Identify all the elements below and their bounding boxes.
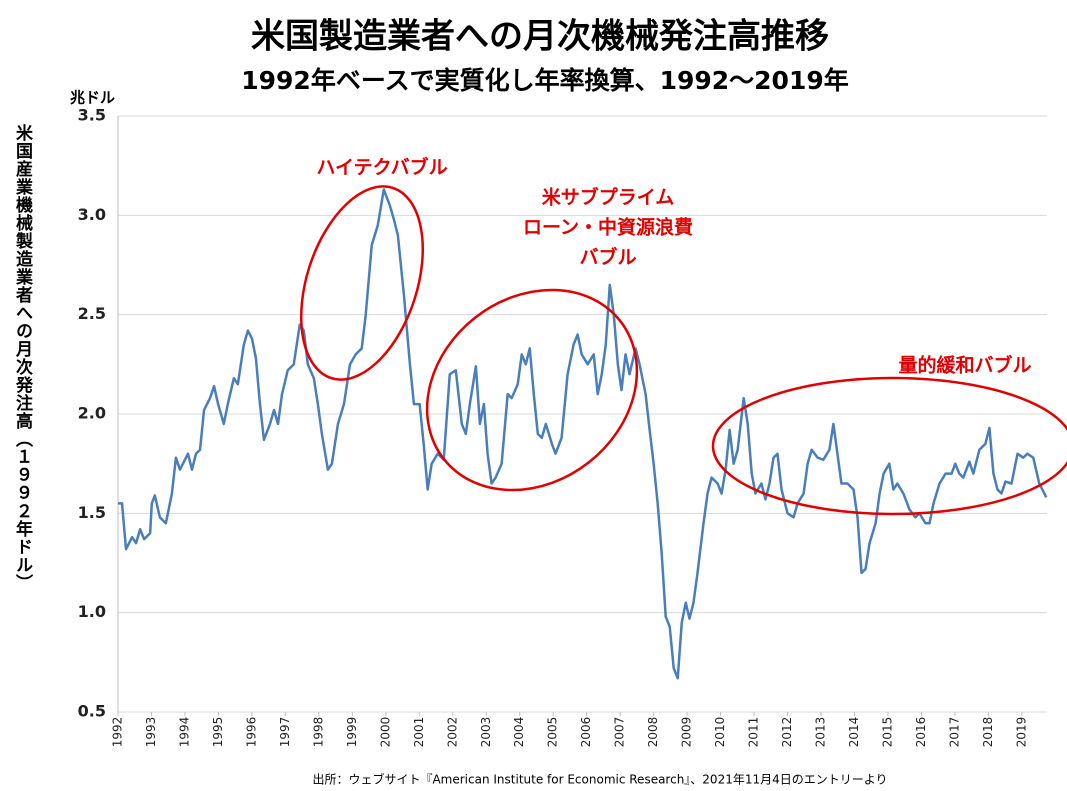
plot-area: 0.5 1.0 1.5 2.0 2.5 3.0 3.5 1992 1993 1994 1995 199… xyxy=(78,106,1048,748)
y-tick-label: 1.5 xyxy=(78,503,106,522)
data-line xyxy=(118,188,1048,680)
x-tick-label: 1999 xyxy=(345,717,359,748)
highlight-ellipse xyxy=(711,376,1067,516)
x-tick-label: 2016 xyxy=(914,717,928,748)
x-tick-label: 2003 xyxy=(479,717,493,748)
y-tick-label: 2.0 xyxy=(78,404,106,423)
y-unit: 兆ドル xyxy=(70,89,115,107)
x-tick-label: 2013 xyxy=(814,717,828,748)
x-tick-label: 1992 xyxy=(111,717,125,748)
y-tick-label: 3.5 xyxy=(78,106,106,125)
x-tick-label: 2018 xyxy=(981,717,995,748)
x-tick-label: 2010 xyxy=(713,717,727,748)
x-tick-label: 2004 xyxy=(512,717,526,748)
x-tick-label: 1995 xyxy=(211,717,225,748)
y-tick-label: 1.0 xyxy=(78,602,106,621)
x-tick-label: 1997 xyxy=(278,717,292,748)
x-tick-label: 2019 xyxy=(1014,717,1028,748)
x-tick-label: 2015 xyxy=(880,717,894,748)
chart-subtitle: 1992年ベースで実質化し年率換算、1992〜2019年 xyxy=(241,66,849,95)
x-tick-label: 1996 xyxy=(244,717,258,748)
x-tick-label: 2000 xyxy=(378,717,392,748)
x-tick-label: 2009 xyxy=(680,717,694,748)
y-tick-label: 2.5 xyxy=(78,304,106,323)
annotation: ハイテクバブル xyxy=(316,156,447,179)
x-tick-label: 2001 xyxy=(412,717,426,748)
y-axis-label: 米国産業機械製造業者への月次発注高（１９９２年ドル） xyxy=(12,124,32,592)
highlight-ellipse xyxy=(425,288,639,492)
x-tick-label: 1998 xyxy=(311,717,325,748)
annotation: 量的緩和バブル xyxy=(898,354,1031,377)
x-tick-label: 2007 xyxy=(613,717,627,748)
x-tick-label: 2005 xyxy=(546,717,560,748)
x-tick-label: 2008 xyxy=(646,717,660,748)
chart-title: 米国製造業者への月次機械発注高推移 xyxy=(251,17,829,57)
annotation: ローン・中資源浪費 xyxy=(523,216,693,239)
y-tick-label: 3.0 xyxy=(78,205,106,224)
x-tick-label: 2002 xyxy=(445,717,459,748)
x-tick-label: 2017 xyxy=(947,717,961,748)
x-tick-label: 2012 xyxy=(780,717,794,748)
x-tick-label: 2014 xyxy=(847,717,861,748)
annotation: バブル xyxy=(579,246,636,269)
x-tick-label: 2006 xyxy=(579,717,593,748)
x-tick-label: 1994 xyxy=(177,717,191,748)
source: 出所：ウェブサイト『American Institute for Economi… xyxy=(312,772,887,787)
annotation: 米サブプライム xyxy=(542,186,675,209)
y-tick-label: 0.5 xyxy=(78,702,106,721)
x-tick-label: 1993 xyxy=(144,717,158,748)
highlight-ellipse xyxy=(299,185,425,381)
x-tick-label: 2011 xyxy=(747,717,761,748)
